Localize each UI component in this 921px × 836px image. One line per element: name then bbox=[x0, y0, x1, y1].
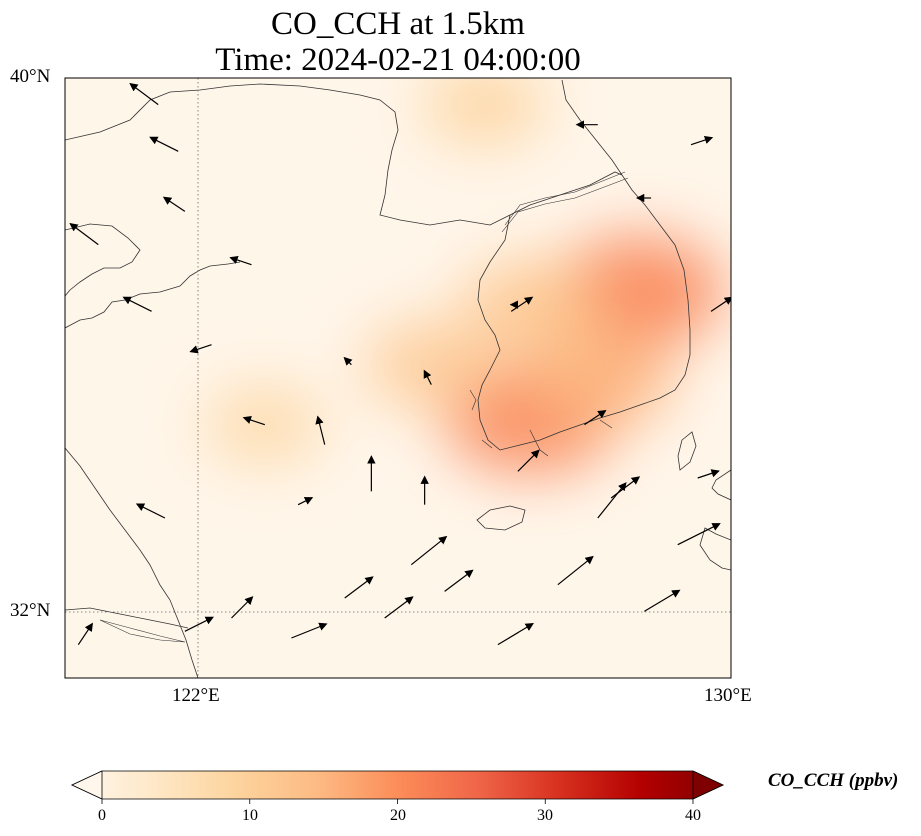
co-plume-2 bbox=[522, 329, 673, 427]
japan-kyushu bbox=[699, 527, 731, 571]
wind-arrow-36 bbox=[444, 569, 474, 592]
co-plume-3 bbox=[364, 321, 498, 408]
wind-arrow-17 bbox=[557, 555, 594, 586]
wind-vectors bbox=[69, 82, 731, 646]
wind-arrow-19 bbox=[410, 535, 448, 566]
plot-title: CO_CCH at 1.5km bbox=[271, 6, 525, 42]
wind-arrow-2 bbox=[69, 222, 99, 246]
wind-arrow-14 bbox=[517, 449, 540, 472]
yalu-river bbox=[504, 171, 626, 226]
china-coast bbox=[65, 223, 141, 297]
wind-arrow-24 bbox=[77, 622, 93, 645]
wind-arrow-20 bbox=[344, 576, 374, 599]
wind-arrow-26 bbox=[677, 523, 721, 546]
wind-arrow-5 bbox=[229, 255, 252, 266]
wind-arrow-9 bbox=[343, 356, 353, 366]
wind-arrow-27 bbox=[697, 469, 720, 479]
wind-arrow-28 bbox=[710, 296, 731, 312]
korea-west-coast bbox=[477, 174, 691, 451]
lon-label-122e: 122°E bbox=[172, 685, 220, 706]
wind-arrow-22 bbox=[231, 596, 254, 619]
yangtze-island bbox=[99, 619, 186, 643]
yalu-river-2 bbox=[501, 177, 629, 233]
wind-arrow-0 bbox=[135, 503, 166, 519]
plot-subtitle-time: Time: 2024-02-21 04:00:00 bbox=[215, 42, 581, 78]
colorbar-body bbox=[71, 770, 724, 800]
wind-arrow-15 bbox=[584, 410, 607, 426]
wind-arrow-4 bbox=[189, 344, 212, 354]
wind-arrow-13 bbox=[510, 296, 534, 312]
wind-arrow-25 bbox=[644, 589, 681, 612]
wind-arrow-8 bbox=[315, 415, 326, 445]
jiangsu-coast bbox=[65, 447, 199, 678]
colorbar-tick-40: 40 bbox=[685, 807, 701, 824]
colorbar-extend-min bbox=[71, 770, 103, 800]
wind-arrow-7 bbox=[297, 497, 314, 506]
colorbar-tick-20: 20 bbox=[390, 807, 406, 824]
yangtze-mouth bbox=[65, 607, 189, 629]
co-plume-6 bbox=[422, 78, 547, 145]
map-frame bbox=[64, 77, 732, 679]
wind-arrow-3 bbox=[122, 296, 152, 312]
japan-coast bbox=[711, 469, 731, 501]
tsushima-island bbox=[677, 431, 697, 471]
wind-arrow-37 bbox=[610, 476, 641, 499]
jeju-island bbox=[476, 505, 526, 531]
wind-arrow-6 bbox=[242, 415, 265, 426]
colorbar bbox=[71, 770, 724, 804]
lat-label-32n: 32°N bbox=[10, 600, 51, 621]
wind-arrow-32 bbox=[129, 82, 159, 106]
lon-label-130e: 130°E bbox=[704, 685, 752, 706]
colorbar-tick-30: 30 bbox=[537, 807, 553, 824]
wind-arrow-23 bbox=[184, 616, 214, 632]
wind-arrow-1 bbox=[162, 196, 186, 212]
wind-arrow-18 bbox=[497, 623, 534, 646]
wind-arrow-16 bbox=[597, 482, 627, 519]
korea-east-coast-north bbox=[561, 79, 623, 176]
colorbar-tick-0: 0 bbox=[98, 807, 106, 824]
colorbar-extend-max bbox=[692, 770, 724, 800]
colorbar-tick-10: 10 bbox=[242, 807, 258, 824]
liaodong-coast bbox=[65, 83, 511, 226]
wind-arrow-35 bbox=[384, 596, 414, 619]
korea-north-coast bbox=[509, 171, 623, 216]
lat-label-40n: 40°N bbox=[10, 66, 51, 87]
map-area[interactable] bbox=[65, 65, 732, 678]
wind-arrow-33 bbox=[149, 136, 179, 152]
wind-arrow-31 bbox=[690, 135, 714, 146]
shandong-coast bbox=[65, 261, 241, 329]
colorbar-label: CO_CCH (ppbv) bbox=[768, 770, 899, 791]
korea-islands bbox=[469, 389, 613, 457]
co-concentration-field bbox=[204, 78, 724, 474]
coastlines bbox=[65, 79, 731, 678]
wind-arrow-21 bbox=[291, 622, 328, 639]
wind-arrow-12 bbox=[423, 369, 432, 385]
